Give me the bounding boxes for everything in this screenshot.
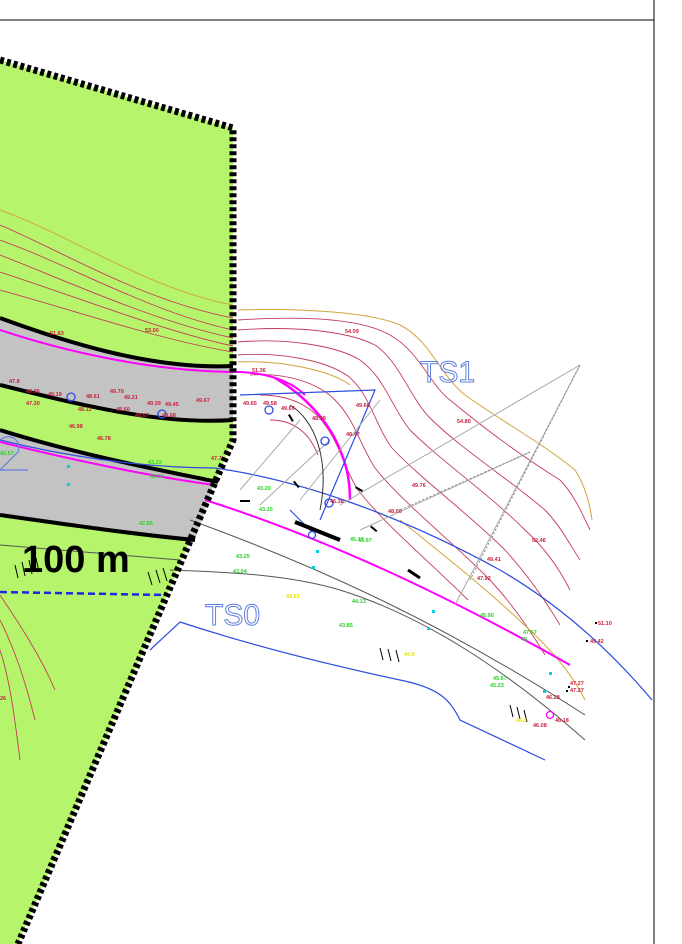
elevation-label-red: 49.39: [147, 401, 161, 407]
elevation-label-red: 48.68: [162, 413, 176, 419]
station-marks: [240, 414, 597, 692]
partial-marker: [0, 436, 28, 471]
construction-lines: [239, 364, 581, 606]
elevation-label-green: 43.25: [236, 554, 250, 560]
elevation-label-red: 49.41: [487, 557, 501, 563]
elevation-label-red: 51.83: [50, 331, 64, 337]
elevation-label-red: 46.08: [533, 723, 547, 729]
yellow-elevation-labels: 43.81 44.0 46.3: [286, 594, 527, 724]
black-segment-2: [407, 568, 421, 580]
elevation-label-yellow: 46.3: [516, 718, 527, 724]
elevation-label-green: 43.20: [257, 486, 271, 492]
elevation-label-green: 43: [521, 637, 527, 643]
elevation-label-red: 49.67: [196, 398, 210, 404]
elevation-label-red: 49.66: [356, 403, 370, 409]
elevation-label-red: 46.18: [555, 718, 569, 724]
elevation-label-red: 48.11: [78, 407, 91, 413]
elevation-label-green: 45.90: [480, 613, 494, 619]
blue-dashed-line: [0, 590, 166, 597]
elevation-label-red: 53.00: [145, 328, 159, 334]
contour-lines-major: [0, 209, 593, 701]
black-segment: [294, 520, 341, 542]
ts0-label: TS0: [205, 599, 260, 632]
elevation-label-red: 52.46: [532, 538, 546, 544]
elevation-label-red: 49.58: [263, 401, 277, 407]
elevation-label-yellow: 44.0: [404, 652, 415, 658]
elevation-label-yellow: 43.81: [286, 594, 300, 600]
construction-dashed: [399, 364, 581, 581]
elevation-label-red: 47.8: [9, 379, 20, 385]
elevation-label-red: 49.21: [124, 395, 138, 401]
green-elevation-labels: 43.57 43.22 43.30 43.20 43.15 43.25 43.04 44.13…: [0, 451, 537, 689]
elevation-label-red: 54.80: [457, 419, 471, 425]
elevation-label-red: 46.78: [97, 436, 111, 442]
elevation-label-red: 49.96: [26, 389, 40, 395]
elevation-label-green: 43.57: [0, 451, 14, 457]
elevation-label-red: 51.10: [598, 621, 612, 627]
elevation-label-green: 43.30: [150, 474, 164, 480]
elevation-label-red: 48.98: [312, 416, 326, 422]
elevation-label-green: 43.15: [259, 507, 273, 513]
elevation-label-green: 47.57: [523, 630, 537, 636]
elevation-label-red: 48.61: [86, 394, 100, 400]
elevation-label-red: 48.67: [135, 413, 149, 419]
elevation-label-red: 49.70: [110, 389, 124, 395]
elevation-label-red: 49.42: [590, 639, 604, 645]
elevation-label-green: 42.85: [139, 521, 153, 527]
elevation-label-red: 49.45: [165, 402, 179, 408]
cyan-points: [67, 465, 552, 693]
survey-circles: [66, 392, 555, 720]
contour-lines: [0, 224, 591, 761]
elevation-label-green: 43.85: [339, 623, 353, 629]
elevation-label-red: 46.38: [330, 499, 344, 505]
hatch-marks: [14, 557, 528, 723]
elevation-label-green: 45.17: [350, 537, 364, 543]
red-elevation-labels: 51.83 53.00 54.09 54.80 51.36 47.8 49.96 49.19 4…: [0, 328, 612, 729]
elevation-label-red: 48.47: [346, 432, 360, 438]
elevation-label-red: 54.09: [345, 329, 359, 335]
elevation-label-green: 45.67: [493, 676, 507, 682]
elevation-label-red: 46.98: [69, 424, 83, 430]
elevation-label-red: 47.7: [211, 456, 222, 462]
elevation-label-red: 47.27: [570, 688, 584, 694]
elevation-label-red: 49.76: [412, 483, 426, 489]
elevation-label-green: 44.13: [352, 599, 366, 605]
elevation-label-red: 49.69: [281, 406, 295, 412]
sheet-frame: [0, 0, 655, 944]
elevation-label-green: 43.22: [148, 460, 162, 466]
zone-boundary: [0, 56, 237, 944]
gray-road-lines: [0, 519, 586, 741]
elevation-label-red: 26: [0, 696, 6, 702]
road-edge-lines: [0, 316, 234, 542]
scale-label: 100 m: [22, 539, 130, 581]
survey-arc: [289, 404, 324, 511]
gray-road-band: [0, 318, 233, 540]
elevation-label-red: 51.36: [252, 368, 266, 374]
elevation-label-red: 46.28: [546, 695, 560, 701]
elevation-label-green: 45.97: [358, 538, 372, 544]
elevation-label-red: 47.92: [477, 576, 491, 582]
elevation-label-green: 45.23: [490, 683, 504, 689]
elevation-label-red: 47.27: [570, 681, 584, 687]
elevation-label-red: 48.00: [388, 509, 402, 515]
elevation-label-red: 49.65: [243, 401, 257, 407]
ts1-label: TS1: [420, 356, 475, 389]
elevation-label-red: 47.30: [26, 401, 40, 407]
elevation-label-red: 49.19: [48, 392, 62, 398]
elevation-label-red: 48.60: [116, 407, 130, 413]
elevation-label-green: 43.04: [233, 569, 248, 575]
